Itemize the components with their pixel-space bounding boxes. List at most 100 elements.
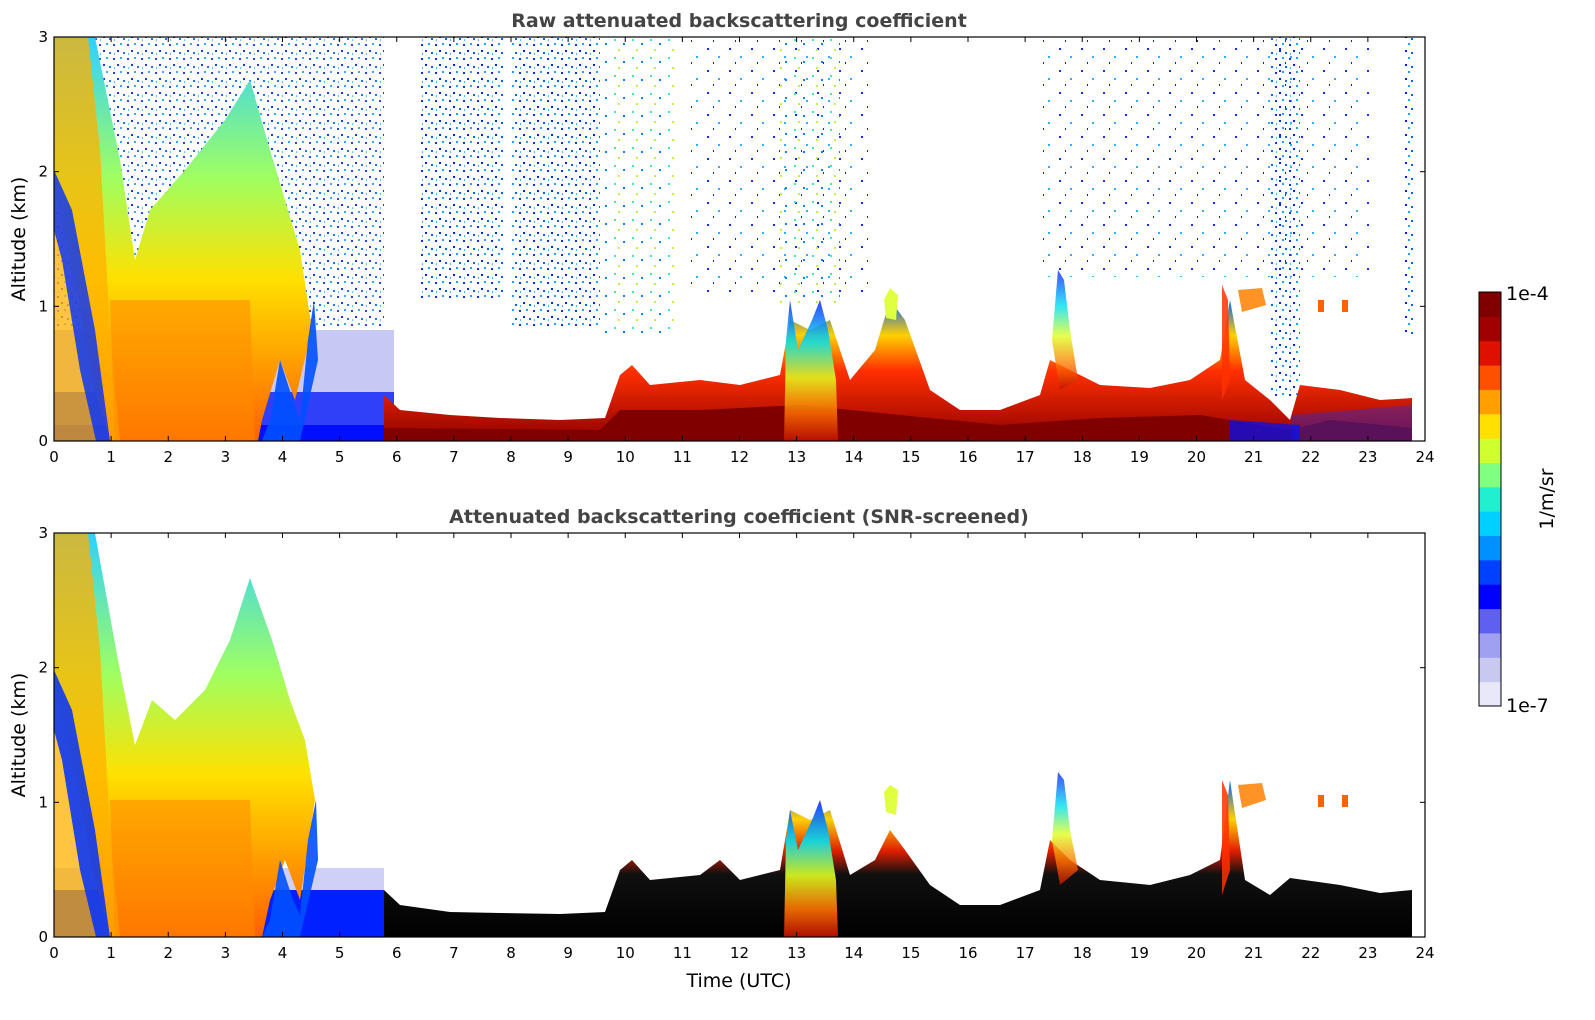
raw-xtick-label-9: 9 — [563, 448, 573, 466]
scr-boundary-layer — [384, 780, 1412, 937]
screened-xtick-label-22: 22 — [1301, 944, 1320, 962]
raw-xtick-label-20: 20 — [1187, 448, 1206, 466]
scr-cloud-2100 — [1238, 783, 1266, 808]
raw-xtick-label-4: 4 — [278, 448, 288, 466]
raw-xtick-label-24: 24 — [1415, 448, 1434, 466]
colorbar-band-3 — [1479, 608, 1501, 634]
colorbar-band-2 — [1479, 632, 1501, 658]
colorbar-band-12 — [1479, 389, 1501, 415]
screened-xtick-label-8: 8 — [506, 944, 516, 962]
screened-xtick-label-16: 16 — [958, 944, 977, 962]
colorbar-band-9 — [1479, 462, 1501, 488]
raw-xtick-label-10: 10 — [616, 448, 635, 466]
raw-boundary-layer — [384, 300, 1412, 441]
raw-xtick-label-13: 13 — [787, 448, 806, 466]
screened-ytick-label-0: 0 — [38, 928, 48, 946]
raw-plume-edge-left — [54, 170, 110, 441]
colorbar-bands — [1479, 292, 1501, 707]
screened-xtick-label-12: 12 — [730, 944, 749, 962]
scr-cloud-2240 — [1318, 795, 1348, 807]
screened-ytick-label-1: 1 — [38, 793, 48, 811]
panel-screened-heatmap — [54, 533, 1412, 937]
raw-late-surface — [1292, 405, 1412, 441]
screened-xtick-label-21: 21 — [1244, 944, 1263, 962]
colorbar-band-11 — [1479, 413, 1501, 439]
raw-xtick-label-0: 0 — [49, 448, 59, 466]
screened-xtick-label-3: 3 — [221, 944, 231, 962]
colorbar-band-1 — [1479, 657, 1501, 683]
colorbar-min-label: 1e-7 — [1506, 695, 1549, 717]
colorbar-band-7 — [1479, 511, 1501, 537]
raw-ytick-label-3: 3 — [38, 28, 48, 46]
raw-xtick-label-2: 2 — [163, 448, 173, 466]
raw-xtick-label-3: 3 — [221, 448, 231, 466]
scr-spike-13h — [784, 800, 838, 937]
colorbar-band-10 — [1479, 438, 1501, 463]
screened-ytick-label-2: 2 — [38, 659, 48, 677]
raw-noise-block-6 — [1040, 37, 1370, 277]
screened-ytick-label-3: 3 — [38, 524, 48, 542]
screened-xtick-label-14: 14 — [844, 944, 863, 962]
panel-raw-heatmap — [54, 37, 1415, 441]
screened-xtick-label-17: 17 — [1016, 944, 1035, 962]
raw-noise-block-5 — [780, 37, 840, 307]
colorbar-band-8 — [1479, 486, 1501, 512]
raw-cloud-2240 — [1318, 300, 1348, 312]
raw-plume-base — [110, 300, 255, 441]
raw-spike-13h — [784, 300, 838, 441]
colorbar-label: 1/m/sr — [1536, 468, 1558, 529]
screened-xtick-label-19: 19 — [1130, 944, 1149, 962]
raw-xtick-label-18: 18 — [1073, 448, 1092, 466]
raw-noise-block-8 — [1405, 37, 1415, 337]
colorbar-max-label: 1e-4 — [1506, 283, 1549, 305]
panel-screened-title: Attenuated backscattering coefficient (S… — [449, 506, 1029, 528]
raw-spike-2040 — [1222, 285, 1230, 400]
raw-xtick-label-6: 6 — [392, 448, 402, 466]
screened-xtick-label-6: 6 — [392, 944, 402, 962]
colorbar: 1e-4 1e-7 1/m/sr — [1478, 283, 1558, 717]
scr-plume-edge-left — [54, 670, 110, 937]
raw-noise-block-1 — [420, 37, 505, 302]
raw-xtick-label-15: 15 — [901, 448, 920, 466]
panel-screened-xlabel: Time (UTC) — [685, 970, 791, 992]
screened-xtick-label-20: 20 — [1187, 944, 1206, 962]
screened-xtick-label-2: 2 — [163, 944, 173, 962]
screened-xtick-label-23: 23 — [1358, 944, 1377, 962]
raw-xtick-label-23: 23 — [1358, 448, 1377, 466]
raw-xtick-label-11: 11 — [673, 448, 692, 466]
screened-xtick-label-11: 11 — [673, 944, 692, 962]
scr-spike-1740 — [1052, 772, 1078, 885]
raw-ytick-label-0: 0 — [38, 432, 48, 450]
screened-xtick-label-5: 5 — [335, 944, 345, 962]
colorbar-band-16 — [1479, 292, 1501, 317]
raw-xtick-label-12: 12 — [730, 448, 749, 466]
colorbar-frame — [1478, 291, 1502, 707]
colorbar-band-14 — [1479, 340, 1501, 366]
raw-ytick-label-2: 2 — [38, 163, 48, 181]
raw-xtick-label-1: 1 — [106, 448, 116, 466]
raw-boundary-layer-core — [384, 405, 1412, 441]
raw-xtick-label-16: 16 — [958, 448, 977, 466]
panel-raw-x-axis: 0 1 2 3 4 5 6 7 8 9 10 11 12 13 14 15 16 17 18 19 20 21 22 23 24 — [49, 37, 1435, 466]
raw-xtick-label-5: 5 — [335, 448, 345, 466]
screened-xtick-label-4: 4 — [278, 944, 288, 962]
scr-spike-2040 — [1222, 780, 1230, 895]
raw-xtick-label-21: 21 — [1244, 448, 1263, 466]
raw-noise-block-2 — [512, 37, 600, 327]
raw-ytick-label-1: 1 — [38, 297, 48, 315]
colorbar-band-6 — [1479, 535, 1501, 561]
screened-xtick-label-0: 0 — [49, 944, 59, 962]
screened-xtick-label-24: 24 — [1415, 944, 1434, 962]
raw-plume-core — [54, 37, 120, 441]
raw-noise-block-7 — [1270, 37, 1300, 397]
scr-plume-base — [110, 800, 255, 937]
raw-spike-1740 — [1052, 270, 1078, 390]
panel-screened-y-axis: 0 1 2 3 — [38, 524, 1425, 946]
colorbar-band-5 — [1479, 559, 1501, 585]
raw-plume-edge-right — [262, 300, 318, 441]
panel-raw-title: Raw attenuated backscattering coefficien… — [511, 10, 967, 32]
panel-raw: Raw attenuated backscattering coefficien… — [8, 10, 1435, 466]
panel-raw-ylabel: Altitude (km) — [8, 177, 30, 302]
panel-raw-y-axis: 0 1 2 3 — [38, 28, 1425, 450]
